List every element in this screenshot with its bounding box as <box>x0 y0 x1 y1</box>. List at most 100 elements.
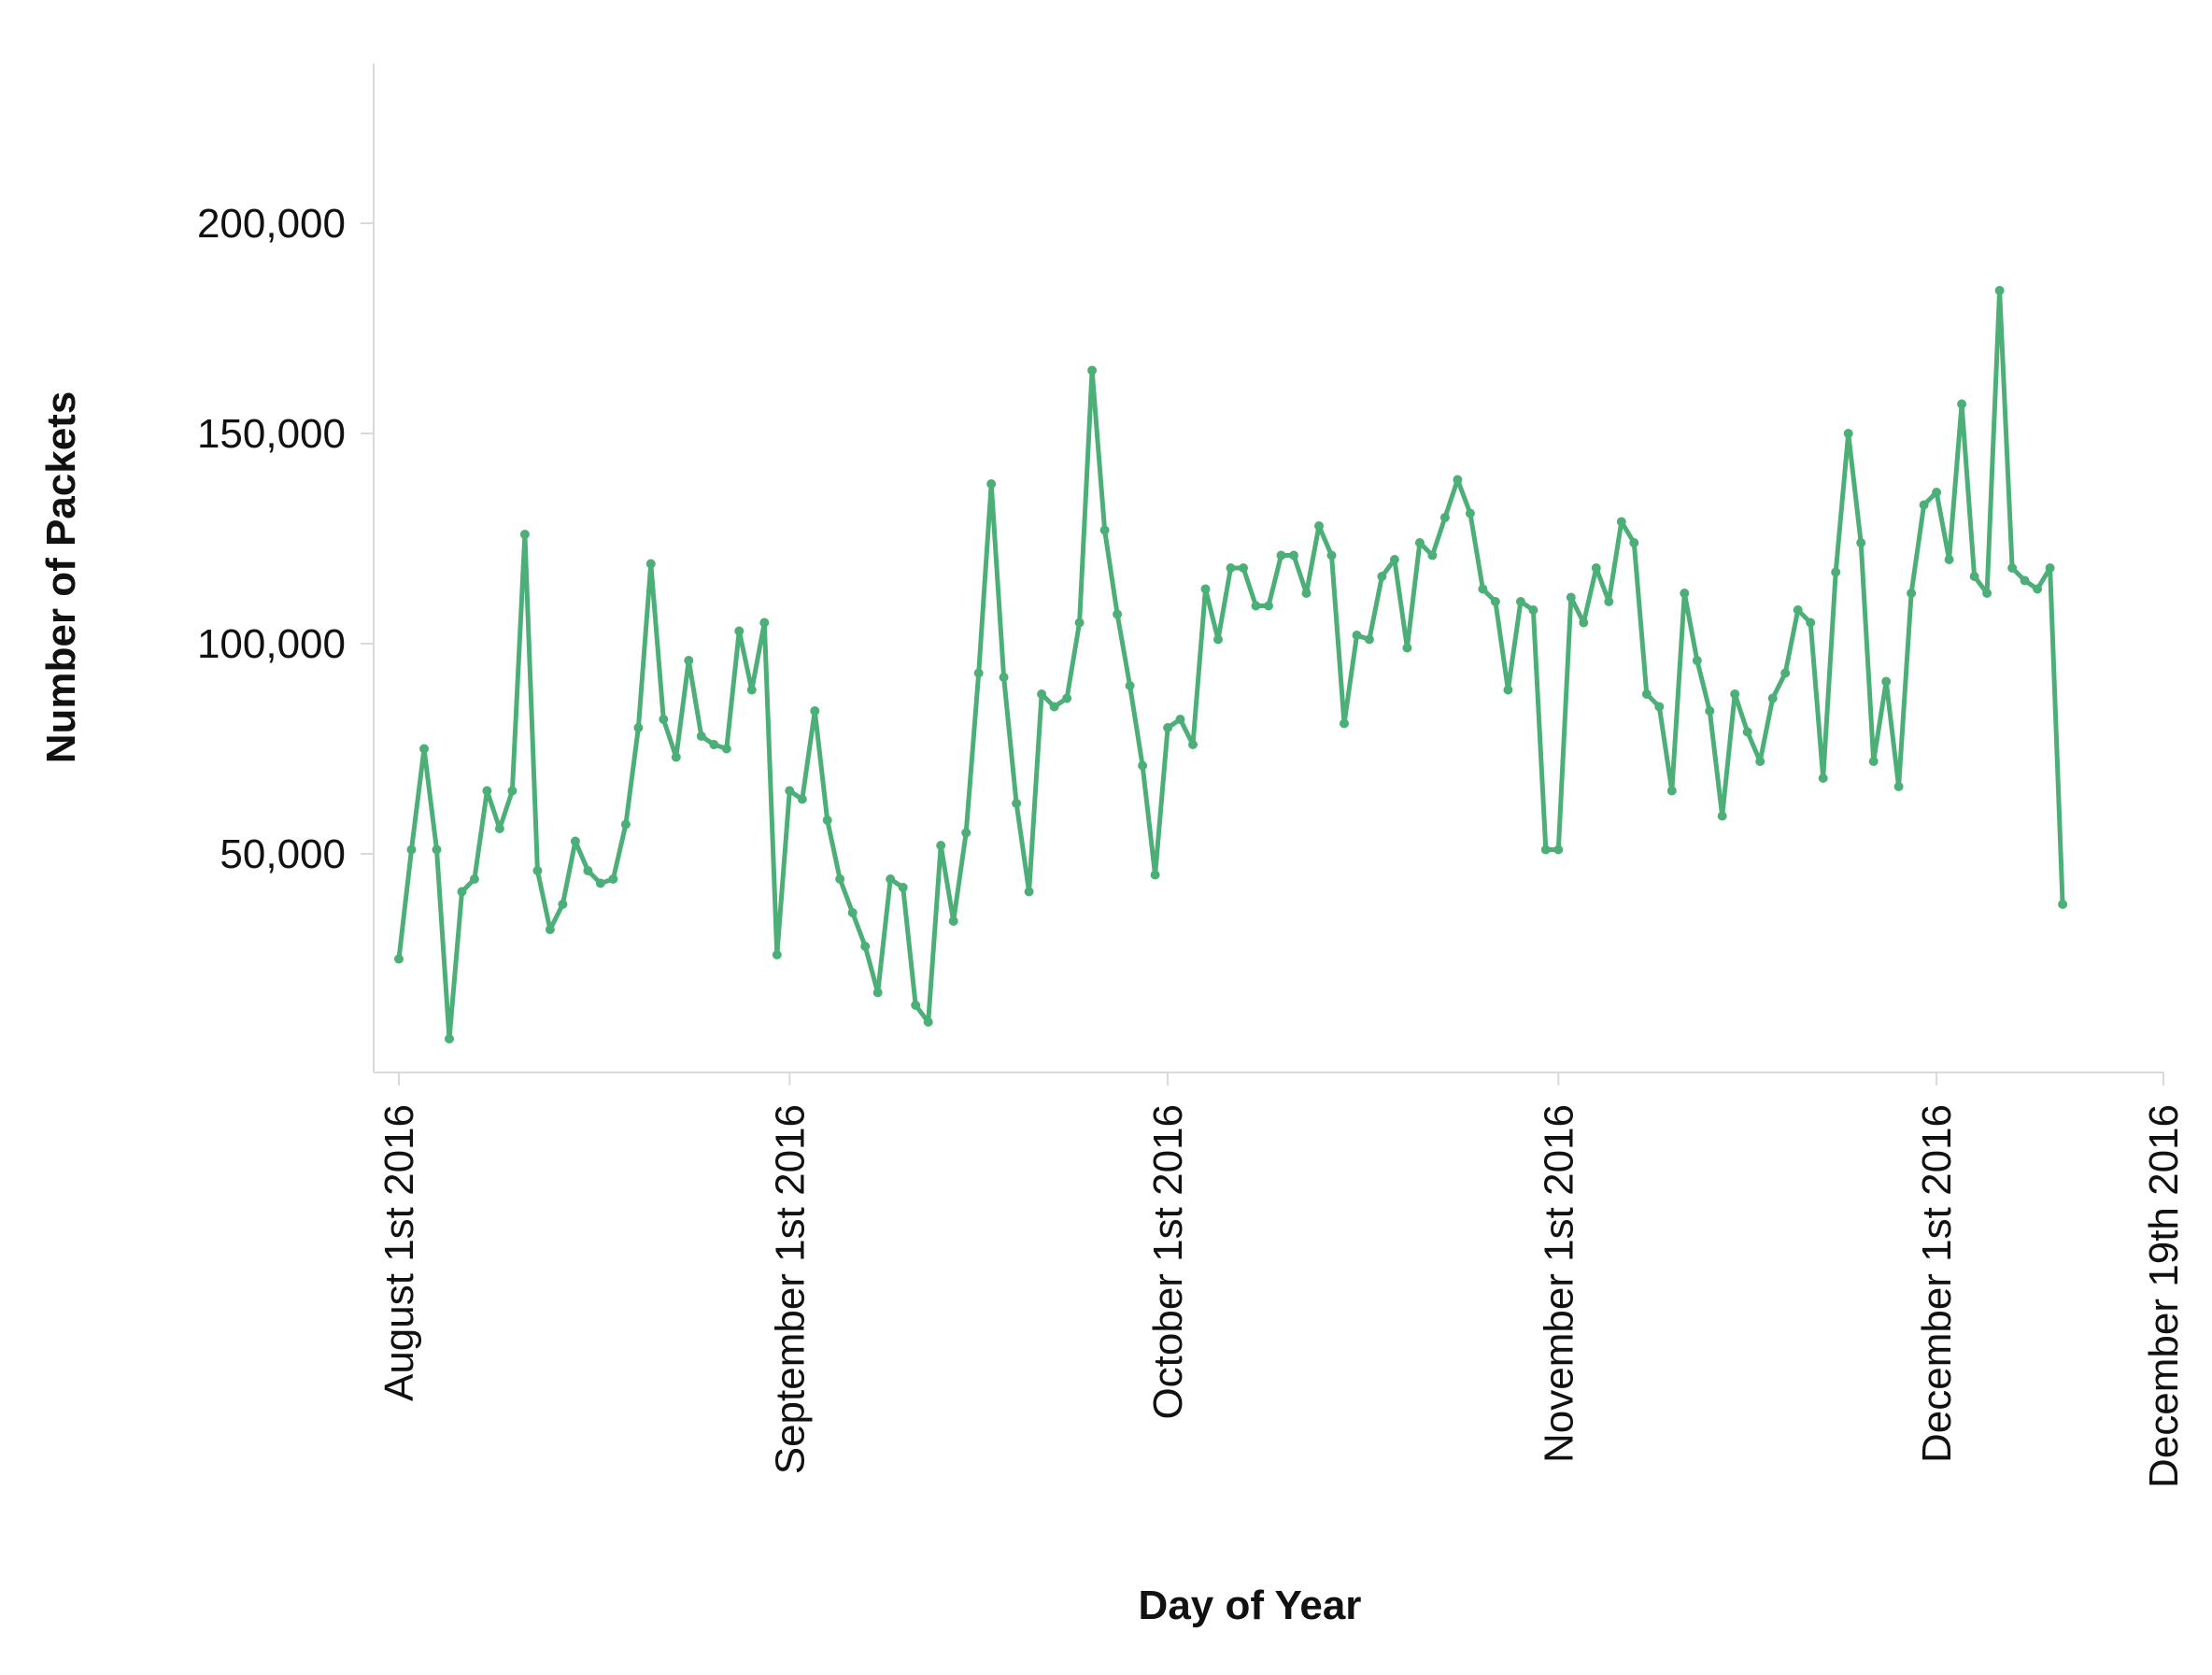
data-point <box>1919 500 1929 510</box>
data-point <box>1377 572 1387 581</box>
data-point <box>1478 584 1488 594</box>
data-point <box>1831 567 1841 577</box>
data-point <box>1969 572 1979 581</box>
data-point <box>482 786 492 796</box>
data-point <box>1994 286 2005 295</box>
data-point <box>1364 634 1374 645</box>
data-point <box>659 715 669 724</box>
data-point <box>1251 601 1261 611</box>
series-layer <box>394 286 2068 1043</box>
data-point <box>469 874 479 884</box>
data-point <box>1604 597 1614 606</box>
data-point <box>746 685 757 695</box>
data-point <box>1982 589 1992 598</box>
data-point <box>886 874 896 884</box>
data-point <box>847 908 858 917</box>
data-point <box>1352 631 1362 640</box>
data-point <box>709 740 719 749</box>
data-point <box>1932 488 1942 497</box>
data-point <box>570 836 580 846</box>
data-point <box>772 950 782 959</box>
data-point <box>1062 693 1072 703</box>
data-point <box>1944 555 1954 564</box>
data-point <box>936 841 946 850</box>
data-point <box>1616 517 1626 527</box>
data-point <box>872 987 883 998</box>
data-point <box>860 942 871 951</box>
x-tick-label: October 1st 2016 <box>1145 1104 1191 1420</box>
data-point <box>1099 525 1110 535</box>
x-axis-ticks: August 1st 2016 September 1st 2016 October… <box>376 1072 2187 1488</box>
data-point <box>721 744 731 754</box>
data-point <box>1188 740 1198 749</box>
data-point <box>973 668 984 678</box>
data-point <box>1893 782 1904 791</box>
data-point <box>532 866 543 875</box>
data-point <box>406 845 417 855</box>
data-point <box>595 878 605 888</box>
data-point <box>1767 693 1778 703</box>
data-point <box>1641 689 1652 699</box>
data-point <box>1402 643 1412 653</box>
data-point <box>1818 774 1828 783</box>
data-point <box>759 617 770 628</box>
data-point <box>1806 617 1816 628</box>
data-point <box>734 626 744 636</box>
data-point <box>1037 689 1047 699</box>
data-point <box>1957 399 1967 409</box>
data-point <box>1730 689 1740 699</box>
data-point <box>785 786 795 796</box>
data-point <box>1717 811 1727 821</box>
data-point <box>1490 597 1500 606</box>
data-point <box>1024 887 1034 897</box>
data-point <box>1553 845 1564 855</box>
data-point <box>999 673 1009 682</box>
data-point <box>684 656 694 665</box>
data-point <box>545 925 555 934</box>
data-point <box>432 845 442 855</box>
data-point <box>1276 550 1286 561</box>
x-tick-label: September 1st 2016 <box>767 1104 813 1474</box>
data-point <box>1591 563 1601 573</box>
data-point <box>1881 676 1892 687</box>
data-point <box>1213 634 1223 645</box>
x-axis-title: Day of Year <box>1139 1583 1362 1628</box>
data-point <box>1087 365 1098 376</box>
data-point <box>1540 845 1551 855</box>
x-tick-label: December 1st 2016 <box>1914 1104 1960 1463</box>
data-point <box>1113 609 1123 619</box>
data-point <box>2058 900 2068 909</box>
data-point <box>1566 592 1576 603</box>
y-axis-title: Number of Packets <box>38 391 84 764</box>
data-point <box>558 900 568 909</box>
data-point <box>1680 589 1690 598</box>
y-tick-label: 100,000 <box>197 621 346 667</box>
data-point <box>1163 723 1173 732</box>
data-point <box>2020 575 2030 586</box>
data-point <box>394 954 404 964</box>
data-point <box>1793 605 1803 615</box>
data-point <box>1200 584 1211 594</box>
data-point <box>911 1001 921 1010</box>
data-point <box>1515 597 1525 606</box>
data-point <box>1427 550 1438 561</box>
data-point <box>519 530 530 539</box>
data-point <box>1239 563 1248 573</box>
data-point <box>507 786 518 796</box>
y-axis-ticks: 50,000 100,000 150,000 200,000 <box>197 201 374 877</box>
data-point <box>583 866 593 875</box>
data-point <box>620 819 631 830</box>
data-point <box>1907 589 1917 598</box>
data-point <box>1755 757 1765 766</box>
data-point <box>1453 475 1463 485</box>
data-point <box>1414 538 1425 547</box>
y-tick-label: 150,000 <box>197 411 346 457</box>
data-point <box>2033 584 2043 594</box>
x-tick-label: December 19th 2016 <box>2141 1104 2187 1488</box>
data-point <box>1264 601 1273 611</box>
data-point <box>835 874 845 884</box>
data-point <box>1654 702 1665 712</box>
data-point <box>633 723 644 732</box>
data-point <box>1503 685 1513 695</box>
